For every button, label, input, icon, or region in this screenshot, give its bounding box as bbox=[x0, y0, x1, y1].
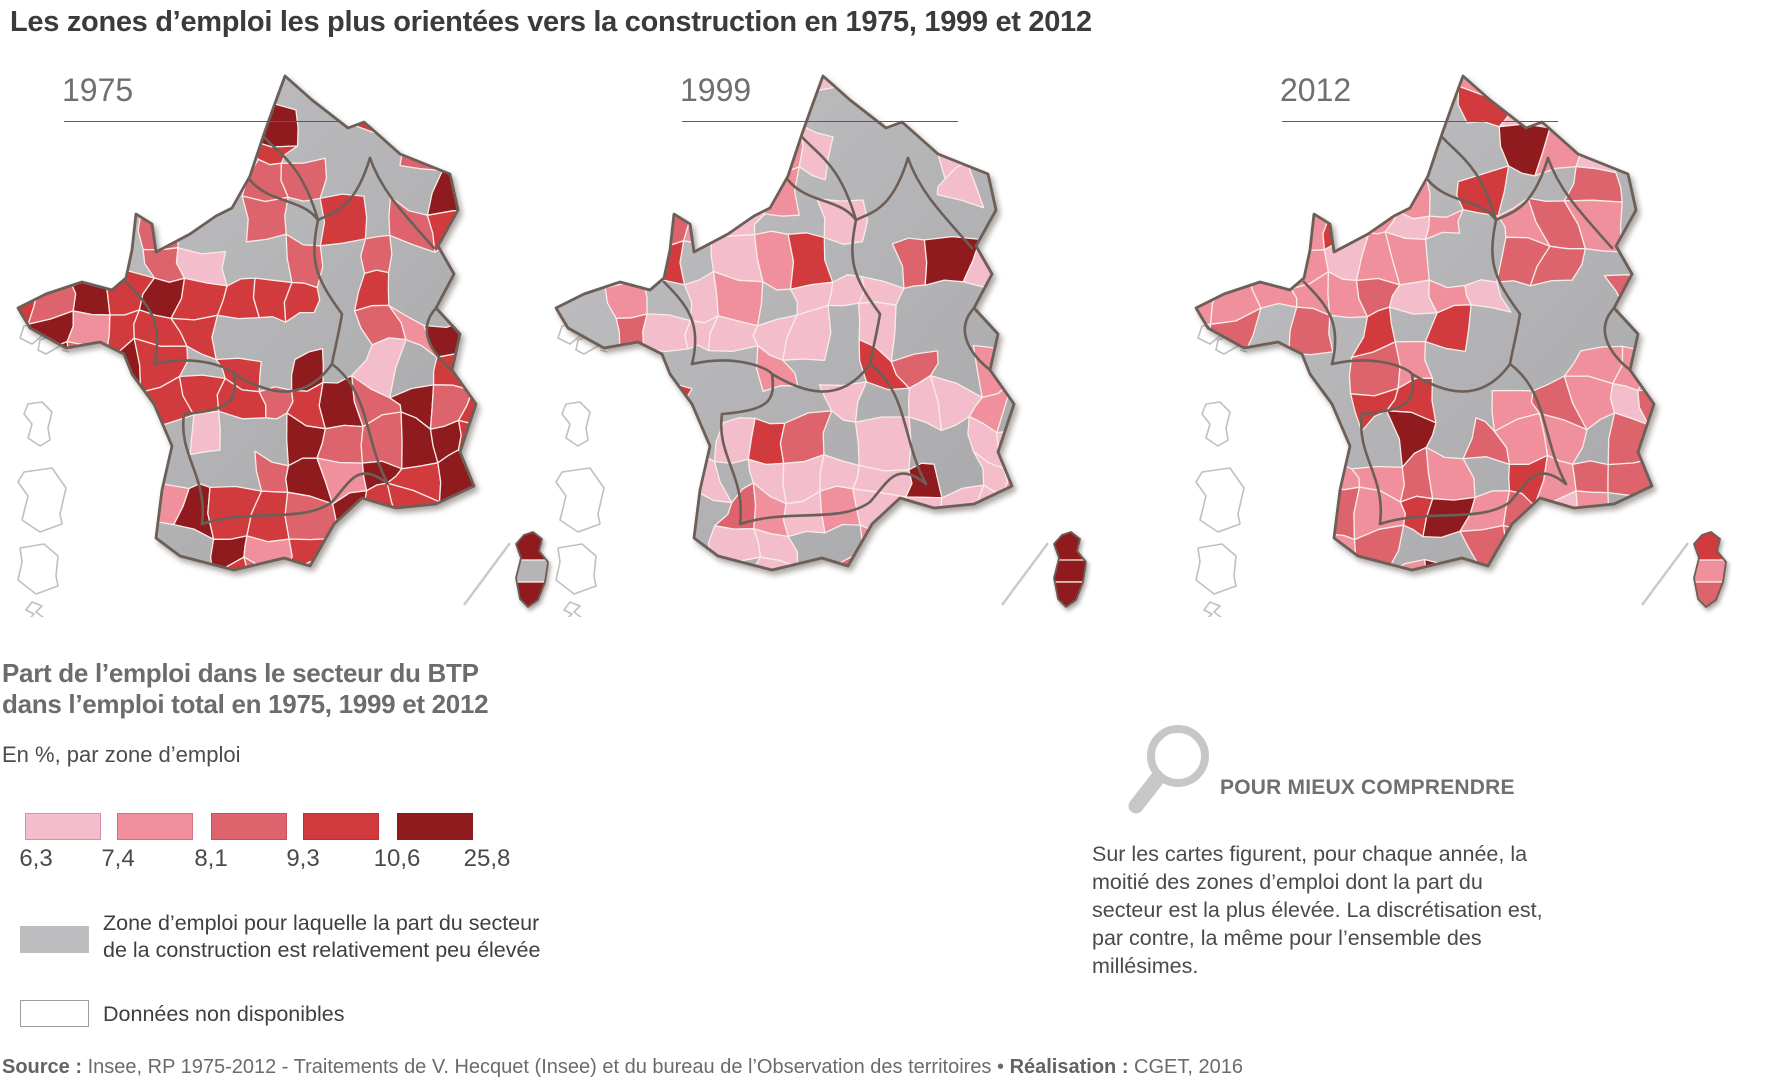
france-choropleth-svg bbox=[1194, 74, 1727, 617]
scale-swatch-1 bbox=[25, 813, 101, 840]
corsica bbox=[1053, 531, 1087, 608]
source-line: Source : Insee, RP 1975-2012 - Traitemen… bbox=[2, 1056, 1243, 1078]
no-data-label: Données non disponibles bbox=[103, 1002, 345, 1026]
france-map-2012 bbox=[1180, 62, 1755, 617]
low-share-swatch bbox=[20, 926, 89, 953]
scale-break-label: 25,8 bbox=[463, 845, 511, 872]
scale-break-label: 8,1 bbox=[194, 845, 228, 872]
realisation-label: Réalisation : bbox=[1009, 1056, 1129, 1078]
map-year-label: 2012 bbox=[1280, 72, 1352, 108]
note-box-header: POUR MIEUX COMPRENDRE bbox=[1220, 776, 1515, 799]
year-underline bbox=[64, 121, 340, 122]
france-map-1999 bbox=[540, 62, 1115, 617]
france-choropleth-svg bbox=[554, 74, 1087, 617]
scale-swatch-5 bbox=[397, 813, 473, 840]
scale-break-label: 6,3 bbox=[19, 845, 53, 872]
legend-subtitle: En %, par zone d’emploi bbox=[2, 742, 241, 767]
no-data-swatch bbox=[20, 1000, 89, 1027]
corsica bbox=[515, 531, 549, 608]
scale-break-label: 7,4 bbox=[101, 845, 135, 872]
overseas-territories-outlines bbox=[1195, 323, 1248, 617]
legend-title-line2: dans l’emploi total en 1975, 1999 et 201… bbox=[2, 689, 489, 719]
scale-swatch-4 bbox=[303, 813, 379, 840]
map-panel-2012: 2012 bbox=[1180, 62, 1755, 617]
map-panel-1999: 1999 bbox=[540, 62, 1115, 617]
scale-break-label: 10,6 bbox=[373, 845, 421, 872]
scale-break-label: 9,3 bbox=[286, 845, 320, 872]
corsica bbox=[1693, 531, 1727, 608]
france-map-1975 bbox=[2, 62, 577, 617]
source-label: Source : bbox=[2, 1056, 83, 1078]
map-year-label: 1999 bbox=[680, 72, 752, 108]
scale-swatch-2 bbox=[117, 813, 193, 840]
overseas-territories-outlines bbox=[555, 323, 608, 617]
legend-title-line1: Part de l’emploi dans le secteur du BTP bbox=[2, 658, 479, 688]
note-box-text: Sur les cartes figurent, pour chaque ann… bbox=[1092, 842, 1543, 978]
map-year-label: 1975 bbox=[62, 72, 134, 108]
magnifier-icon bbox=[1128, 725, 1209, 814]
overseas-territories-outlines bbox=[17, 323, 70, 617]
year-underline bbox=[682, 121, 958, 122]
year-underline bbox=[1282, 121, 1558, 122]
map-panel-1975: 1975 bbox=[2, 62, 577, 617]
low-share-label: Zone d’emploi pour laquelle la part du s… bbox=[103, 911, 541, 962]
page-title: Les zones d’emploi les plus orientées ve… bbox=[10, 6, 1092, 38]
france-choropleth-svg bbox=[16, 74, 549, 617]
scale-swatch-3 bbox=[211, 813, 287, 840]
